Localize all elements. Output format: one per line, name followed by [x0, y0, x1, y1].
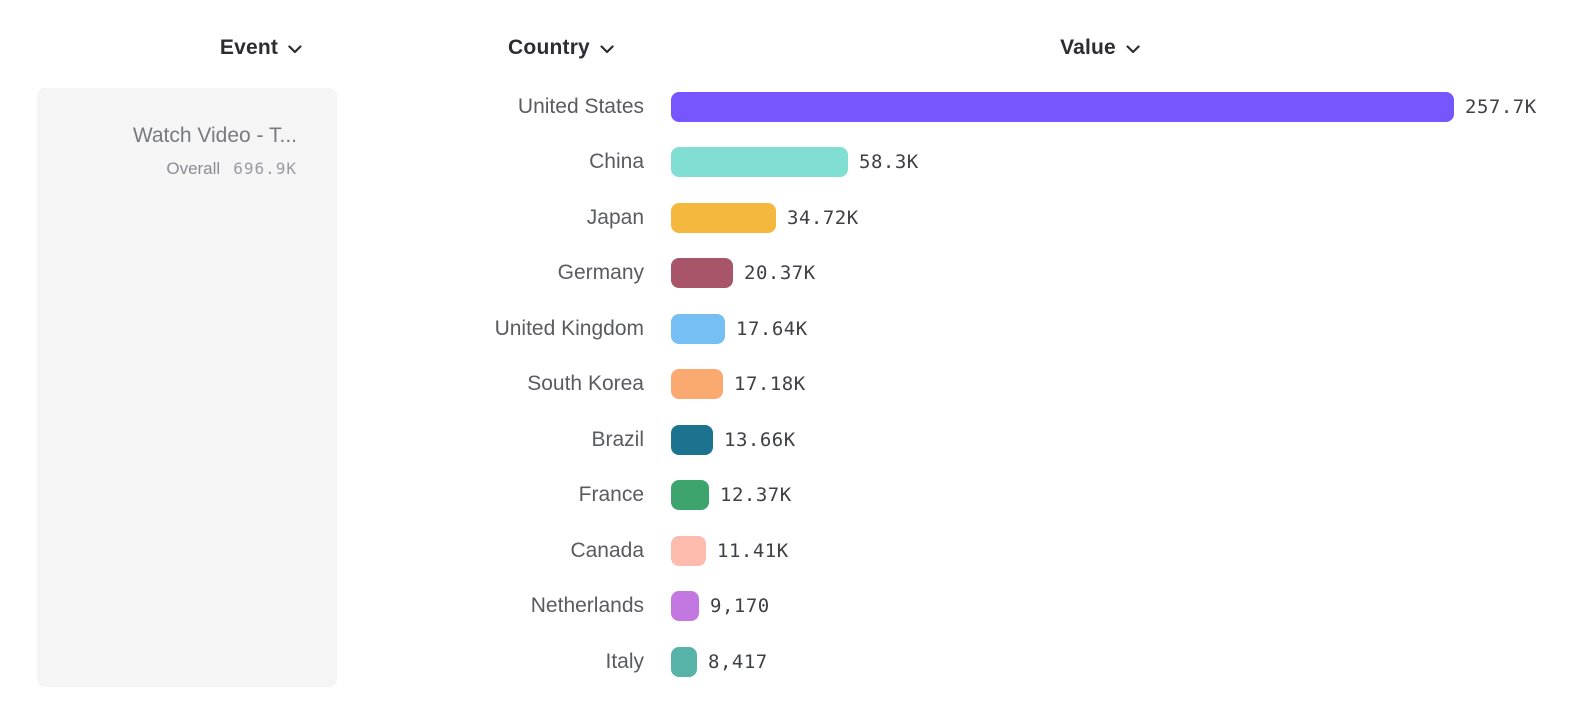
value-bar[interactable] [671, 480, 709, 511]
value-bar[interactable] [671, 424, 713, 455]
value-label: 20.37K [744, 262, 816, 285]
country-column-label: Country [508, 36, 590, 59]
chart-row: United States 257.7K [340, 79, 1584, 135]
country-label: Germany [557, 261, 644, 285]
value-column-header[interactable]: Value [1060, 36, 1140, 60]
value-bar[interactable] [671, 646, 697, 677]
value-bar[interactable] [671, 591, 699, 622]
chart-row: China 58.3K [340, 135, 1584, 191]
value-label: 17.64K [736, 317, 808, 340]
value-label: 11.41K [717, 539, 789, 562]
chart-row: Netherlands 9,170 [340, 579, 1584, 635]
country-label: France [578, 483, 644, 507]
event-column-label: Event [219, 36, 279, 59]
value-label: 8,417 [708, 650, 768, 673]
chart-row: Germany 20.37K [340, 246, 1584, 302]
country-column-header[interactable]: Country [508, 36, 614, 60]
chart-row: Italy 8,417 [340, 634, 1584, 690]
event-card[interactable]: Watch Video - T... Overall 696.9K [37, 88, 337, 687]
country-label: China [589, 150, 644, 174]
value-bar[interactable] [671, 369, 723, 400]
country-label: Italy [605, 649, 644, 673]
value-column-label: Value [1060, 36, 1116, 59]
chart-row: Canada 11.41K [340, 523, 1584, 579]
country-label: South Korea [527, 372, 644, 396]
value-bar[interactable] [671, 535, 706, 566]
country-label: United Kingdom [494, 316, 644, 340]
country-label: Japan [586, 205, 644, 229]
value-bar[interactable] [671, 202, 776, 233]
value-label: 58.3K [859, 151, 919, 174]
chart-row: United Kingdom 17.64K [340, 301, 1584, 357]
value-bar[interactable] [671, 91, 1454, 122]
overall-label: Overall [166, 159, 221, 178]
value-label: 17.18K [734, 373, 806, 396]
value-bar[interactable] [671, 313, 725, 344]
value-label: 13.66K [724, 428, 796, 451]
chart-row: South Korea 17.18K [340, 357, 1584, 413]
country-label: Brazil [591, 427, 644, 451]
chart-row: Brazil 13.66K [340, 412, 1584, 468]
event-title: Watch Video - T... [132, 124, 297, 147]
chevron-down-icon [1126, 45, 1140, 54]
value-bar[interactable] [671, 147, 848, 178]
value-label: 12.37K [720, 484, 792, 507]
value-label: 9,170 [710, 595, 770, 618]
value-label: 257.7K [1465, 95, 1537, 118]
chart-row: France 12.37K [340, 468, 1584, 524]
overall-value: 696.9K [233, 159, 297, 178]
country-label: Netherlands [530, 594, 644, 618]
value-label: 34.72K [787, 206, 859, 229]
bar-chart: United States 257.7K China 58.3K Japan 3… [340, 79, 1584, 690]
event-overall-row: Overall 696.9K [57, 159, 297, 179]
country-label: United States [517, 94, 644, 118]
chart-row: Japan 34.72K [340, 190, 1584, 246]
country-label: Canada [570, 538, 644, 562]
chevron-down-icon [600, 45, 614, 54]
event-column-header[interactable]: Event [220, 36, 302, 60]
value-bar[interactable] [671, 258, 733, 289]
chevron-down-icon [288, 45, 302, 54]
